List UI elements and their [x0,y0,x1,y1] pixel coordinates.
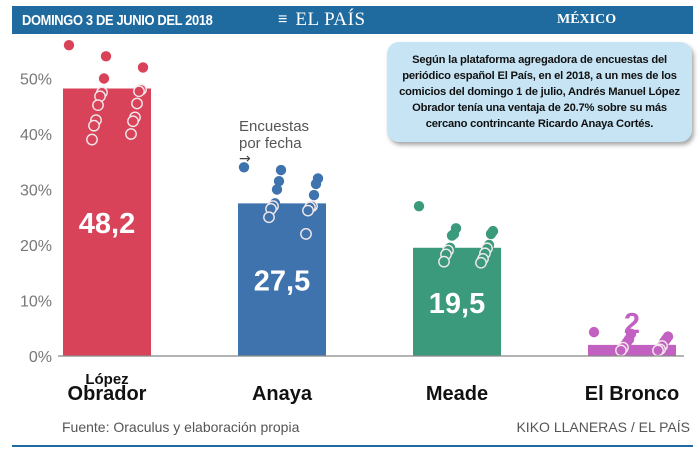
footer-divider [12,445,693,447]
poll-dot [271,184,283,195]
annotation-line1: Encuestas [239,118,309,135]
source-note: Fuente: Oraculus y elaboración propia [62,419,300,435]
y-tick-label: 10% [20,294,52,311]
bar [238,203,326,356]
poll-dot [238,162,250,173]
poll-dot [98,73,110,84]
info-callout: Según la plataforma agregadora de encues… [387,42,692,142]
hamburger-menu-icon[interactable]: ≡ [278,11,288,28]
poll-dot [302,204,314,217]
poll-dots [63,40,674,357]
poll-dot [615,344,627,357]
x-tick-label: Anaya [252,383,313,405]
value-label: 2 [624,308,640,340]
value-labels: 48,2 27,5 19,5 2 [79,208,640,340]
callout-text: Según la plataforma agregadora de encues… [399,54,680,130]
poll-dot [485,228,497,240]
encuestas-annotation: Encuestas por fecha → [239,118,309,167]
x-tick-label: Obrador [68,383,147,405]
x-tick-label-line1: López [85,371,128,388]
brand-logo[interactable]: EL PAÍS [295,9,366,30]
value-label: 19,5 [429,288,485,320]
value-label: 48,2 [79,208,135,240]
header-date: DOMINGO 3 DE JUNIO DEL 2018 [22,11,213,29]
y-tick-label: 50% [20,72,52,89]
x-tick-label: Meade [426,383,488,405]
poll-dot [300,227,312,240]
poll-dot [308,189,320,201]
arrow-right-icon: → [239,151,251,167]
y-axis-ticks: 0% 10% 20% 30% 40% 50% [20,72,52,367]
newspaper-header-bar: DOMINGO 3 DE JUNIO DEL 2018 ≡ EL PAÍS MÉ… [12,6,693,34]
annotation-line2: por fecha [239,135,302,152]
poll-dot [475,256,487,269]
y-tick-label: 20% [20,238,52,255]
poll-dot [133,85,145,98]
poll-dot [310,178,322,190]
credit-note: KIKO LLANERAS / EL PAÍS [516,419,690,435]
section-label[interactable]: MÉXICO [557,12,617,27]
poll-dot [131,97,143,110]
y-tick-label: 30% [20,183,52,200]
poll-dot [137,62,149,73]
bar [413,247,501,356]
poll-dot [100,51,112,62]
bar [588,344,676,356]
poll-dot [127,115,139,128]
poll-dot [88,119,100,132]
value-label: 27,5 [254,266,310,298]
poll-dot [438,255,450,268]
poll-dot [273,175,285,187]
poll-dot [446,230,458,241]
poll-dot [652,344,664,357]
poll-dot [86,133,98,146]
poll-dot [92,99,104,112]
y-tick-label: 0% [29,349,52,366]
y-tick-label: 40% [20,127,52,144]
poll-dot [125,128,137,140]
poll-dot [588,326,600,338]
poll-dot [63,40,75,51]
poll-dot [275,164,287,176]
x-tick-label: El Bronco [585,383,679,405]
poll-dot [263,211,275,224]
poll-dot [413,200,425,212]
